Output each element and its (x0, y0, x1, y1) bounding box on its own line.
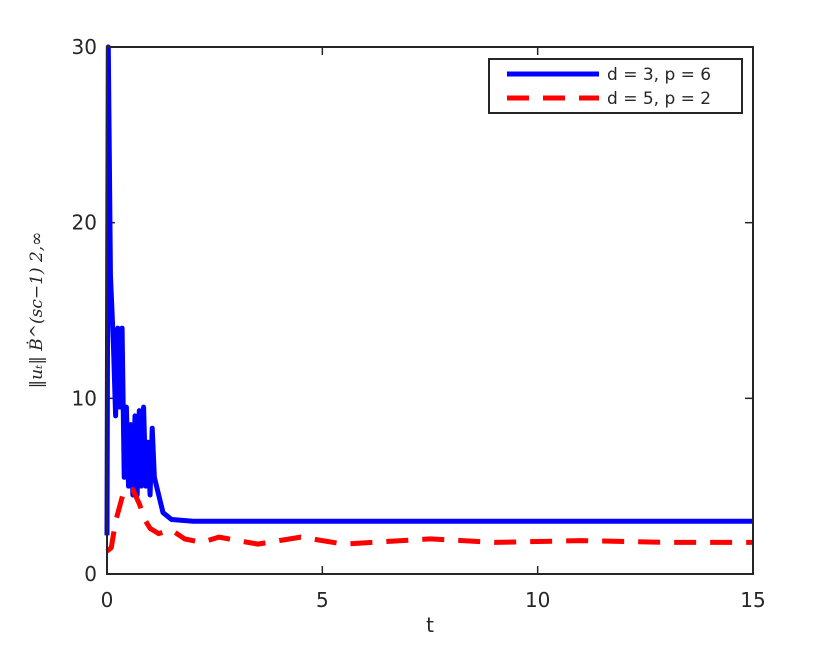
x-tick-label: 0 (101, 588, 114, 612)
x-tick-label: 15 (740, 588, 765, 612)
line (105, 487, 753, 554)
legend-label: d = 5, p = 2 (607, 89, 711, 109)
y-tick-label: 20 (72, 211, 97, 235)
line (104, 44, 753, 536)
y-tick-label: 0 (84, 562, 97, 586)
x-axis-label: t (426, 613, 434, 637)
y-axis-label: ‖uₜ‖ Ḃ^(sc−1) 2,∞ (26, 232, 47, 389)
legend-label: d = 3, p = 6 (607, 65, 711, 85)
x-tick-label: 10 (525, 588, 550, 612)
axes-box (106, 46, 754, 575)
x-tick-label: 5 (316, 588, 329, 612)
legend-box (488, 58, 743, 114)
y-tick-label: 10 (72, 386, 97, 410)
y-tick-label: 30 (72, 35, 97, 59)
